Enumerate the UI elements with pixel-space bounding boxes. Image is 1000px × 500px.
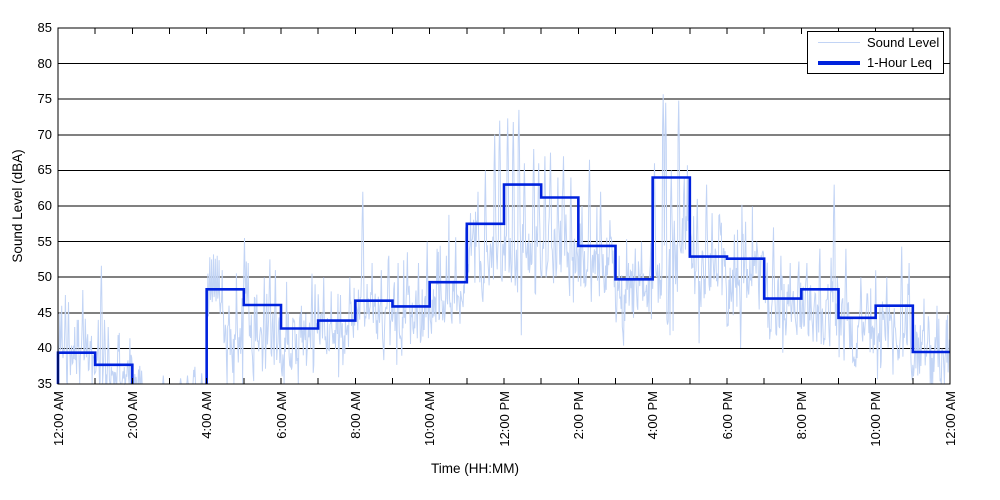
- x-tick-label-10-00-PM: 10:00 PM: [868, 391, 884, 447]
- leq-series: [56, 176, 950, 384]
- x-tick-label-4-00-PM: 4:00 PM: [645, 391, 661, 440]
- x-tick-label-4-00-AM: 4:00 AM: [199, 391, 215, 439]
- x-axis-title: Time (HH:MM): [431, 461, 519, 476]
- y-tick-label-50: 50: [37, 269, 52, 285]
- x-tick-label-6-00-PM: 6:00 PM: [719, 391, 735, 440]
- sound-level-series: [57, 94, 950, 386]
- x-tick-label-10-00-AM: 10:00 AM: [422, 391, 438, 446]
- y-tick-label-80: 80: [37, 55, 52, 71]
- x-tick-label-2-00-AM: 2:00 AM: [124, 391, 140, 439]
- x-tick-label-12-00-AM: 12:00 AM: [942, 391, 958, 446]
- y-tick-label-40: 40: [37, 340, 52, 356]
- x-tick-label-8-00-PM: 8:00 PM: [793, 391, 809, 440]
- x-tick-label-6-00-AM: 6:00 AM: [273, 391, 289, 439]
- legend-label-1-hour-leq: 1-Hour Leq: [867, 55, 933, 70]
- x-tick-label-2-00-PM: 2:00 PM: [570, 391, 586, 440]
- y-tick-label-35: 35: [37, 376, 52, 391]
- x-tick-label-12-00-PM: 12:00 PM: [496, 391, 512, 447]
- legend-item-sound-level: Sound Level: [808, 33, 943, 53]
- leq-line-swatch: [818, 60, 860, 65]
- y-tick-label-85: 85: [37, 20, 52, 35]
- y-tick-label-55: 55: [37, 233, 52, 249]
- sound-level-line-swatch: [818, 42, 860, 43]
- x-tick-label-8-00-AM: 8:00 AM: [347, 391, 363, 439]
- x-tick-label-12-00-AM: 12:00 AM: [50, 391, 66, 446]
- y-tick-label-70: 70: [37, 126, 52, 142]
- legend-item-1-hour-leq: 1-Hour Leq: [808, 53, 943, 73]
- y-tick-label-65: 65: [37, 162, 52, 178]
- y-tick-label-75: 75: [37, 91, 52, 107]
- y-tick-label-45: 45: [37, 304, 52, 320]
- y-tick-label-60: 60: [37, 198, 52, 213]
- legend-label-sound-level: Sound Level: [867, 35, 940, 50]
- legend: Sound Level 1-Hour Leq: [807, 31, 944, 74]
